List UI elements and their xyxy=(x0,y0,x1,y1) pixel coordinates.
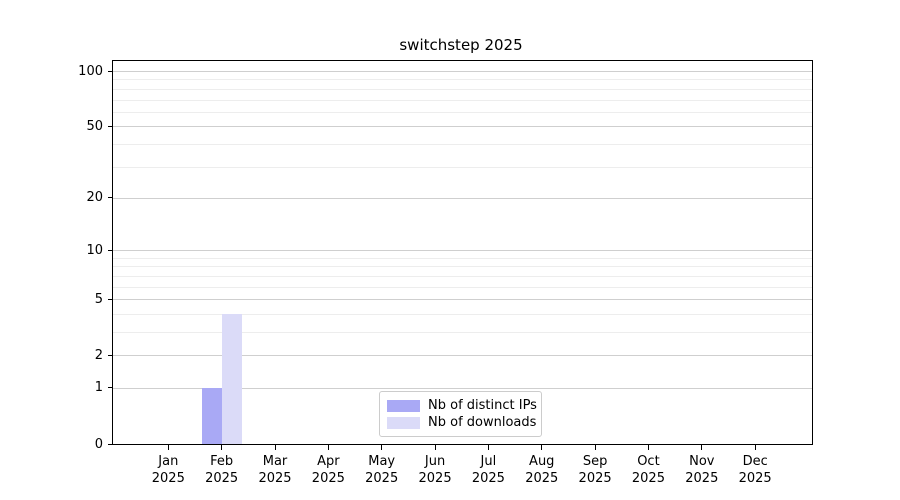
major-gridline xyxy=(113,387,812,389)
legend-label-distinct-ips: Nb of distinct IPs xyxy=(428,398,537,413)
minor-gridline xyxy=(113,313,812,315)
x-tick-label: Jul 2025 xyxy=(458,453,518,487)
legend-item-distinct-ips: Nb of distinct IPs xyxy=(387,397,537,414)
x-tick-mark xyxy=(221,445,223,450)
x-tick-month: Apr xyxy=(317,454,340,469)
x-tick-mark xyxy=(701,445,703,450)
legend-swatch-distinct-ips xyxy=(387,399,420,412)
x-tick-month: Jul xyxy=(480,454,497,469)
x-tick-mark xyxy=(754,445,756,450)
x-tick-year: 2025 xyxy=(418,471,452,486)
y-tick-label: 2 xyxy=(94,347,103,363)
x-tick-month: Feb xyxy=(210,454,234,469)
y-tick-label: 50 xyxy=(86,118,103,134)
x-tick-mark xyxy=(541,445,543,450)
minor-gridline xyxy=(113,143,812,145)
x-tick-mark xyxy=(381,445,383,450)
y-tick-label: 0 xyxy=(94,436,103,452)
minor-gridline xyxy=(113,286,812,288)
x-tick-mark xyxy=(487,445,489,450)
legend-item-downloads: Nb of downloads xyxy=(387,414,537,431)
y-tick-label: 20 xyxy=(86,190,103,206)
x-tick-year: 2025 xyxy=(205,471,239,486)
x-tick-year: 2025 xyxy=(578,471,612,486)
x-tick-month: Sep xyxy=(582,454,608,469)
x-tick-label: Jun 2025 xyxy=(405,453,465,487)
x-tick-label: Mar 2025 xyxy=(245,453,305,487)
y-tick-mark xyxy=(108,197,112,199)
minor-gridline xyxy=(113,166,812,168)
x-tick-year: 2025 xyxy=(471,471,505,486)
bar-nb-of-distinct-ips xyxy=(201,387,222,444)
x-tick-year: 2025 xyxy=(151,471,185,486)
x-tick-year: 2025 xyxy=(258,471,292,486)
bar-nb-of-downloads xyxy=(221,313,242,444)
x-tick-month: Mar xyxy=(262,454,288,469)
x-tick-year: 2025 xyxy=(685,471,719,486)
minor-gridline xyxy=(113,111,812,113)
x-tick-month: May xyxy=(368,454,396,469)
y-tick-mark xyxy=(108,354,112,356)
x-tick-mark xyxy=(594,445,596,450)
minor-gridline xyxy=(113,266,812,268)
x-tick-year: 2025 xyxy=(525,471,559,486)
chart-title: switchstep 2025 xyxy=(399,36,523,54)
x-tick-month: Aug xyxy=(529,454,555,469)
plot-area: 0 1 2 5 10 20 50 100 Jan 2025 Feb 2025 Mar 2025 Apr 202… xyxy=(78,60,813,486)
major-gridline xyxy=(113,250,812,252)
x-tick-label: Aug 2025 xyxy=(512,453,572,487)
ticks-layer: 0 1 2 5 10 20 50 100 Jan 2025 Feb 2025 Mar 2025 Apr 202… xyxy=(78,61,812,486)
y-tick-mark xyxy=(108,298,112,300)
x-tick-month: Dec xyxy=(742,454,768,469)
x-tick-month: Nov xyxy=(689,454,715,469)
x-tick-month: Jan xyxy=(158,454,179,469)
major-gridline xyxy=(113,299,812,301)
x-tick-year: 2025 xyxy=(365,471,399,486)
y-tick-label: 1 xyxy=(94,380,103,396)
x-tick-label: Feb 2025 xyxy=(192,453,252,487)
y-tick-mark xyxy=(108,249,112,251)
minor-gridline xyxy=(113,257,812,259)
x-tick-year: 2025 xyxy=(738,471,772,486)
x-tick-mark xyxy=(167,445,169,450)
x-tick-mark xyxy=(327,445,329,450)
x-tick-mark xyxy=(434,445,436,450)
x-tick-mark xyxy=(274,445,276,450)
x-tick-label: Apr 2025 xyxy=(298,453,358,487)
x-tick-month: Oct xyxy=(637,454,660,469)
y-tick-label: 10 xyxy=(86,242,103,258)
x-tick-label: Sep 2025 xyxy=(565,453,625,487)
major-gridline xyxy=(113,71,812,73)
x-tick-label: Oct 2025 xyxy=(618,453,678,487)
y-tick-label: 100 xyxy=(78,63,103,79)
bars-layer xyxy=(113,61,812,444)
minor-gridline xyxy=(113,79,812,81)
y-tick-mark xyxy=(108,443,112,445)
x-tick-year: 2025 xyxy=(631,471,665,486)
y-tick-mark xyxy=(108,387,112,389)
x-tick-year: 2025 xyxy=(311,471,345,486)
major-gridline xyxy=(113,355,812,357)
x-tick-label: Dec 2025 xyxy=(725,453,785,487)
y-tick-mark xyxy=(108,125,112,127)
x-tick-label: May 2025 xyxy=(352,453,412,487)
major-gridline xyxy=(113,197,812,199)
minor-gridline xyxy=(113,88,812,90)
legend-swatch-downloads xyxy=(387,416,420,429)
x-tick-label: Jan 2025 xyxy=(138,453,198,487)
y-tick-label: 5 xyxy=(94,291,103,307)
x-tick-mark xyxy=(647,445,649,450)
major-gridline xyxy=(113,126,812,128)
x-tick-month: Jun xyxy=(424,454,446,469)
minor-gridline xyxy=(113,331,812,333)
legend-label-downloads: Nb of downloads xyxy=(428,415,537,430)
grid-layer xyxy=(113,61,812,444)
legend: Nb of distinct IPs Nb of downloads xyxy=(379,391,542,437)
minor-gridline xyxy=(113,275,812,277)
minor-gridline xyxy=(113,99,812,101)
x-tick-label: Nov 2025 xyxy=(672,453,732,487)
y-tick-mark xyxy=(108,70,112,72)
